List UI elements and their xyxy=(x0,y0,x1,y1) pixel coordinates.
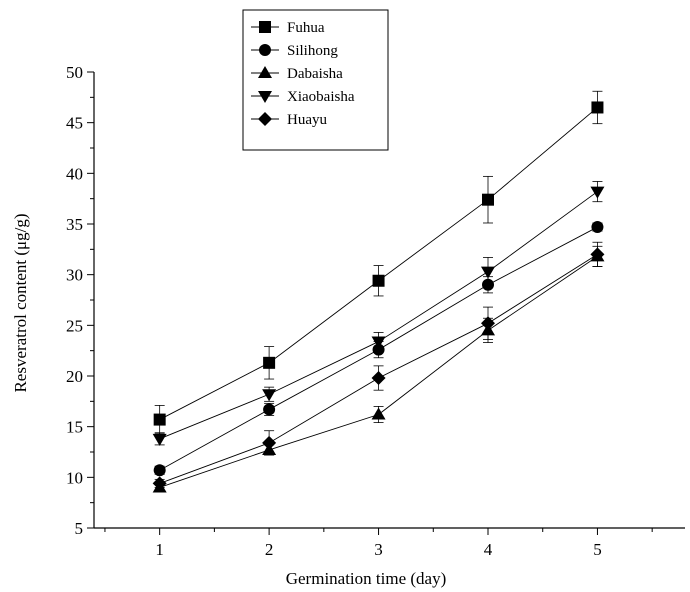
data-point-huayu xyxy=(371,371,386,386)
y-tick-label: 25 xyxy=(66,316,83,335)
data-point-xiaobaisha xyxy=(481,266,495,279)
series-fuhua xyxy=(153,90,604,435)
x-axis-title: Germination time (day) xyxy=(286,569,447,588)
y-tick-label: 5 xyxy=(75,519,84,538)
data-point-xiaobaisha xyxy=(371,336,386,349)
data-point-fuhua xyxy=(153,413,166,426)
data-point-fuhua xyxy=(591,101,604,114)
legend-label-fuhua: Fuhua xyxy=(287,20,325,36)
y-tick-label: 30 xyxy=(66,266,83,285)
data-point-huayu xyxy=(481,316,495,331)
legend-marker-huayu xyxy=(258,112,272,126)
data-point-fuhua xyxy=(482,193,494,206)
y-axis-title: Resveratrol content (μg/g) xyxy=(11,213,30,392)
legend-marker-dabaisha xyxy=(258,66,272,78)
data-point-huayu xyxy=(590,247,605,262)
legend-label-dabaisha: Dabaisha xyxy=(287,66,343,82)
y-tick-label: 35 xyxy=(66,215,83,234)
y-tick-label: 45 xyxy=(66,114,83,133)
data-point-xiaobaisha xyxy=(590,186,605,199)
x-tick-label: 3 xyxy=(374,540,383,559)
y-tick-label: 50 xyxy=(66,63,83,82)
x-tick-label: 1 xyxy=(155,540,164,559)
data-point-fuhua xyxy=(372,274,385,287)
x-tick-label: 4 xyxy=(484,540,493,559)
data-point-silihong xyxy=(591,221,604,234)
x-tick-label: 2 xyxy=(265,540,274,559)
y-tick-label: 40 xyxy=(66,164,83,183)
data-point-xiaobaisha xyxy=(152,433,167,446)
legend: Fuhua Silihong Dabaisha Xiaobaisha Huayu xyxy=(242,9,389,151)
series-xiaobaisha xyxy=(152,181,605,446)
x-tick-label: 5 xyxy=(593,540,602,559)
series-layer xyxy=(152,90,605,493)
data-point-fuhua xyxy=(263,356,276,369)
legend-label-xiaobaisha: Xiaobaisha xyxy=(287,89,355,105)
legend-marker-xiaobaisha xyxy=(258,91,272,103)
data-point-huayu xyxy=(152,476,167,491)
data-point-xiaobaisha xyxy=(262,389,277,402)
data-point-silihong xyxy=(263,403,276,416)
y-tick-label: 10 xyxy=(66,468,83,487)
series-huayu xyxy=(152,241,605,491)
y-tick-label: 20 xyxy=(66,367,83,386)
legend-box xyxy=(242,9,389,151)
data-point-silihong xyxy=(153,464,166,477)
legend-label-huayu: Huayu xyxy=(287,112,327,128)
legend-label-silihong: Silihong xyxy=(287,43,338,59)
data-point-huayu xyxy=(262,435,277,450)
y-tick-label: 15 xyxy=(66,418,83,437)
legend-marker-fuhua xyxy=(259,21,271,33)
data-point-dabaisha xyxy=(371,407,386,420)
series-line-xiaobaisha xyxy=(159,191,598,440)
legend-marker-silihong xyxy=(259,44,271,56)
